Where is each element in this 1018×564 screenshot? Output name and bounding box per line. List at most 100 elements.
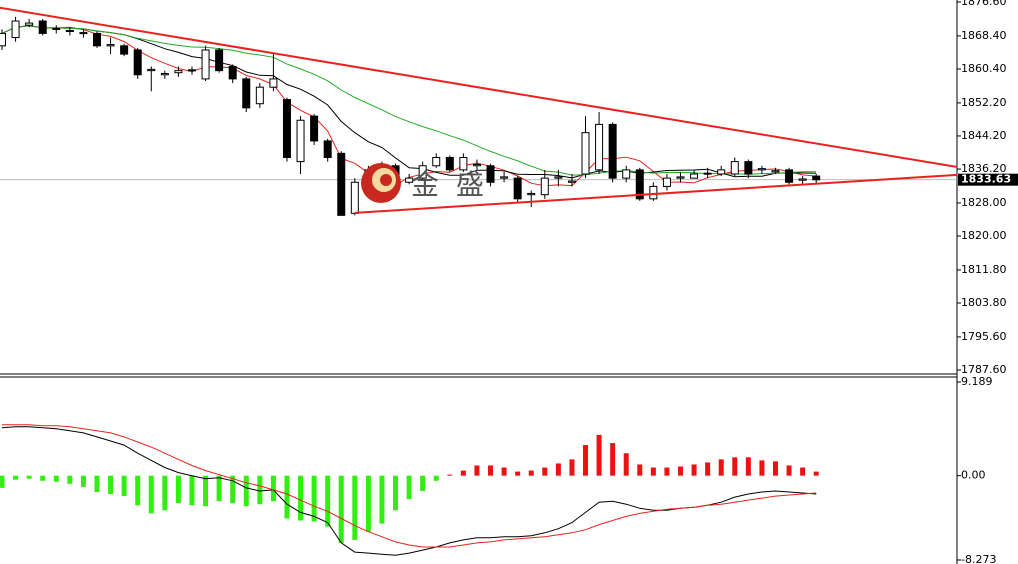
histogram-bar xyxy=(94,475,100,492)
histogram-bar xyxy=(569,459,575,476)
last-price-label: 1833.63 xyxy=(961,173,1011,186)
y-tick-label: -8.273 xyxy=(961,553,996,564)
histogram-bar xyxy=(772,461,778,476)
histogram-bar xyxy=(189,475,195,506)
candle-body xyxy=(500,176,509,179)
candle-body xyxy=(38,20,47,34)
y-tick-label: 1836.20 xyxy=(961,162,1007,175)
y-tick-label: 1868.40 xyxy=(961,29,1007,42)
candle-body xyxy=(310,115,319,142)
histogram-bar xyxy=(135,475,141,506)
watermark-logo: 金 盛 xyxy=(361,163,488,203)
candle-body xyxy=(690,173,699,179)
candle-body xyxy=(608,123,617,179)
candle-body xyxy=(717,169,726,175)
candle-body xyxy=(160,73,169,76)
candle-body xyxy=(92,32,101,47)
y-tick-label: 1852.20 xyxy=(961,96,1007,109)
y-tick-label: 1820.00 xyxy=(961,229,1007,242)
histogram-bar xyxy=(637,464,643,476)
histogram-bar xyxy=(678,466,683,476)
histogram-bar xyxy=(528,470,534,476)
histogram-bar xyxy=(555,463,561,476)
candle-body xyxy=(0,32,6,47)
histogram-bar xyxy=(365,475,371,532)
candle-body xyxy=(445,156,454,171)
histogram-bar xyxy=(80,475,86,487)
candle-body xyxy=(242,78,251,109)
candle-body xyxy=(622,169,631,179)
candle-body xyxy=(459,156,468,171)
candle-body xyxy=(581,132,590,175)
histogram-bar xyxy=(243,475,249,507)
histogram-bar xyxy=(474,465,480,476)
candle-body xyxy=(649,185,658,200)
candle-body xyxy=(350,181,359,214)
histogram-bar xyxy=(26,475,32,479)
candle-body xyxy=(120,45,129,55)
histogram-bar xyxy=(352,475,358,540)
histogram-bar xyxy=(583,445,589,476)
histogram-bar xyxy=(325,475,331,527)
candle-body xyxy=(635,169,644,200)
y-tick-label: 1803.80 xyxy=(961,296,1007,309)
histogram-bar xyxy=(40,475,46,481)
candle-body xyxy=(472,163,481,167)
candle-body xyxy=(432,156,441,167)
candle-body xyxy=(757,168,766,171)
histogram-bar xyxy=(515,471,521,476)
y-tick-label: 9.189 xyxy=(961,375,993,388)
histogram-bar xyxy=(433,475,439,481)
histogram-bar xyxy=(175,475,181,504)
histogram-bar xyxy=(0,475,5,488)
candle-body xyxy=(405,177,414,183)
y-tick-label: 1811.80 xyxy=(961,263,1007,276)
candle-body xyxy=(323,140,332,158)
histogram-bar xyxy=(718,459,724,476)
histogram-bar xyxy=(270,475,276,502)
candle-body xyxy=(65,30,74,33)
candle-body xyxy=(554,176,563,179)
histogram-bar xyxy=(257,475,263,505)
candle-body xyxy=(228,66,237,80)
histogram-bar xyxy=(230,475,236,504)
candle-body xyxy=(282,99,291,158)
y-tick-label: 0.00 xyxy=(961,469,986,482)
y-tick-label: 1828.00 xyxy=(961,196,1007,209)
histogram-bar xyxy=(338,475,344,543)
histogram-bar xyxy=(406,475,412,500)
candle-body xyxy=(337,152,346,216)
histogram-bar xyxy=(108,475,114,495)
candle-body xyxy=(255,86,264,105)
trend-line xyxy=(354,173,958,214)
candle-body xyxy=(174,70,183,74)
candle-body xyxy=(662,177,671,187)
candle-body xyxy=(106,44,115,47)
histogram-bar xyxy=(664,467,670,476)
histogram-bar xyxy=(745,457,751,476)
candle-body xyxy=(703,172,712,175)
histogram-bar xyxy=(732,457,738,476)
histogram-bar xyxy=(67,475,73,484)
candle-body xyxy=(79,32,88,35)
y-tick-label: 1844.20 xyxy=(961,129,1007,142)
candle-body xyxy=(296,119,305,163)
histogram-bar xyxy=(596,434,602,476)
histogram-bar xyxy=(705,462,711,476)
histogram-bar xyxy=(13,475,19,480)
histogram-bar xyxy=(216,475,222,502)
candle-body xyxy=(215,49,224,72)
histogram-bar xyxy=(623,453,629,476)
candle-body xyxy=(147,68,156,72)
histogram-bar xyxy=(447,474,453,476)
histogram-bar xyxy=(813,471,819,476)
candle-body xyxy=(744,161,753,175)
histogram-bar xyxy=(460,470,466,476)
last-price-box xyxy=(958,173,1018,186)
histogram-bar xyxy=(759,460,765,476)
watermark-text: 金 盛 xyxy=(411,168,488,201)
candle-body xyxy=(567,180,576,183)
histogram-bar xyxy=(501,467,507,476)
